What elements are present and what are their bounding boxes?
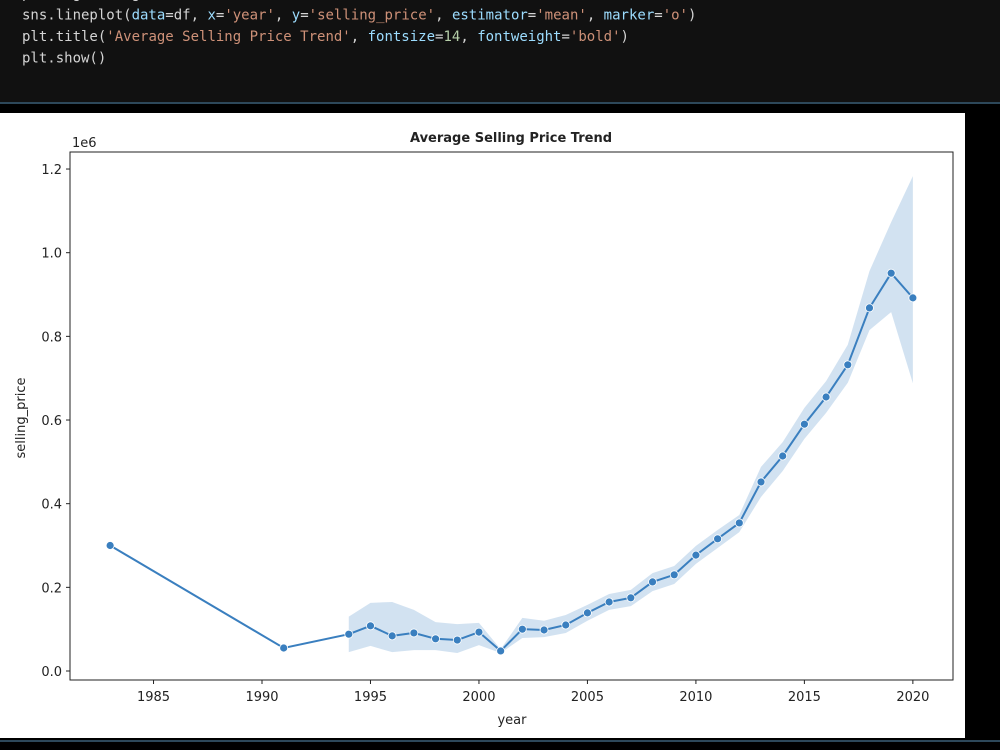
marker xyxy=(474,627,484,637)
marker xyxy=(843,360,853,370)
y-tick-label: 0.6 xyxy=(41,414,62,429)
code-token: 'mean' xyxy=(536,8,587,24)
y-tick-label: 0.4 xyxy=(41,498,62,513)
code-token: = xyxy=(300,8,308,24)
code-token: =df, xyxy=(165,8,207,24)
x-tick-label: 2005 xyxy=(571,690,604,705)
code-token: ) xyxy=(688,8,696,24)
code-line: plt.show() xyxy=(22,51,106,67)
code-token: , xyxy=(460,29,477,45)
x-tick-label: 2010 xyxy=(679,690,712,705)
y-tick-label: 0.2 xyxy=(41,581,62,596)
marker xyxy=(561,620,571,630)
x-tick-label: 1990 xyxy=(245,690,278,705)
code-token: = xyxy=(654,8,662,24)
code-token: , xyxy=(587,8,604,24)
marker xyxy=(366,621,375,631)
marker xyxy=(886,268,896,278)
marker xyxy=(734,518,744,528)
code-token: 'o' xyxy=(663,8,688,24)
marker xyxy=(387,631,397,641)
x-tick-label: 1995 xyxy=(354,690,387,705)
marker xyxy=(279,643,289,653)
marker xyxy=(344,629,354,639)
code-token: = xyxy=(216,8,224,24)
code-token: = xyxy=(528,8,536,24)
x-tick-label: 2000 xyxy=(462,690,495,705)
code-token: y xyxy=(292,8,300,24)
code-token: ) xyxy=(621,29,629,45)
code-token: 'year' xyxy=(224,8,275,24)
marker xyxy=(583,608,592,618)
code-cell xyxy=(0,0,1000,102)
marker xyxy=(431,634,440,644)
code-token: 'selling_price' xyxy=(309,8,435,24)
code-token: fontsize xyxy=(368,29,435,45)
code-token: plt.show() xyxy=(22,51,106,67)
code-line: plt.title('Average Selling Price Trend',… xyxy=(22,29,629,45)
code-token: , xyxy=(435,8,452,24)
marker xyxy=(756,477,766,487)
chart-title: Average Selling Price Trend xyxy=(410,131,612,146)
x-tick-label: 2015 xyxy=(788,690,821,705)
code-token: 'Average Selling Price Trend' xyxy=(106,29,350,45)
marker xyxy=(626,593,636,603)
marker xyxy=(105,541,115,550)
marker xyxy=(604,597,614,607)
marker xyxy=(648,577,657,587)
code-token: plt.title( xyxy=(22,29,106,45)
marker xyxy=(496,646,506,656)
code-token: sns.lineplot( xyxy=(22,8,132,24)
code-line: plt.figure(figsize=(10, 6)) xyxy=(22,0,250,2)
code-token: , xyxy=(275,8,292,24)
y-tick-label: 0.0 xyxy=(41,665,62,680)
code-token: = xyxy=(435,29,443,45)
code-token: 14 xyxy=(443,29,460,45)
plot-frame xyxy=(69,151,954,681)
marker xyxy=(517,624,527,634)
marker xyxy=(691,550,701,560)
code-token: x xyxy=(207,8,215,24)
x-tick-label: 2020 xyxy=(896,690,929,705)
marker xyxy=(799,419,809,429)
marker xyxy=(865,303,874,313)
code-token: = xyxy=(561,29,569,45)
code-token: plt.figure(figsize=(10, 6)) xyxy=(22,0,250,2)
code-line: sns.lineplot(data=df, x='year', y='selli… xyxy=(22,8,696,24)
code-token: data xyxy=(132,8,166,24)
marker xyxy=(713,534,723,544)
y-offset-label: 1e6 xyxy=(72,136,97,151)
code-token: 'bold' xyxy=(570,29,621,45)
x-axis-label: year xyxy=(497,713,527,728)
code-token: fontweight xyxy=(477,29,561,45)
y-tick-label: 0.8 xyxy=(41,330,62,345)
marker xyxy=(452,635,462,645)
code-token: , xyxy=(351,29,368,45)
marker xyxy=(669,570,679,580)
code-token: estimator xyxy=(452,8,528,24)
marker xyxy=(821,392,831,402)
y-tick-label: 1.0 xyxy=(41,247,62,262)
marker xyxy=(908,293,918,303)
x-tick-label: 1985 xyxy=(137,690,170,705)
marker xyxy=(539,625,549,635)
marker xyxy=(409,628,419,638)
code-token: marker xyxy=(604,8,655,24)
y-axis-label: selling_price xyxy=(14,378,29,459)
marker xyxy=(778,451,788,461)
y-tick-label: 1.2 xyxy=(41,163,62,178)
